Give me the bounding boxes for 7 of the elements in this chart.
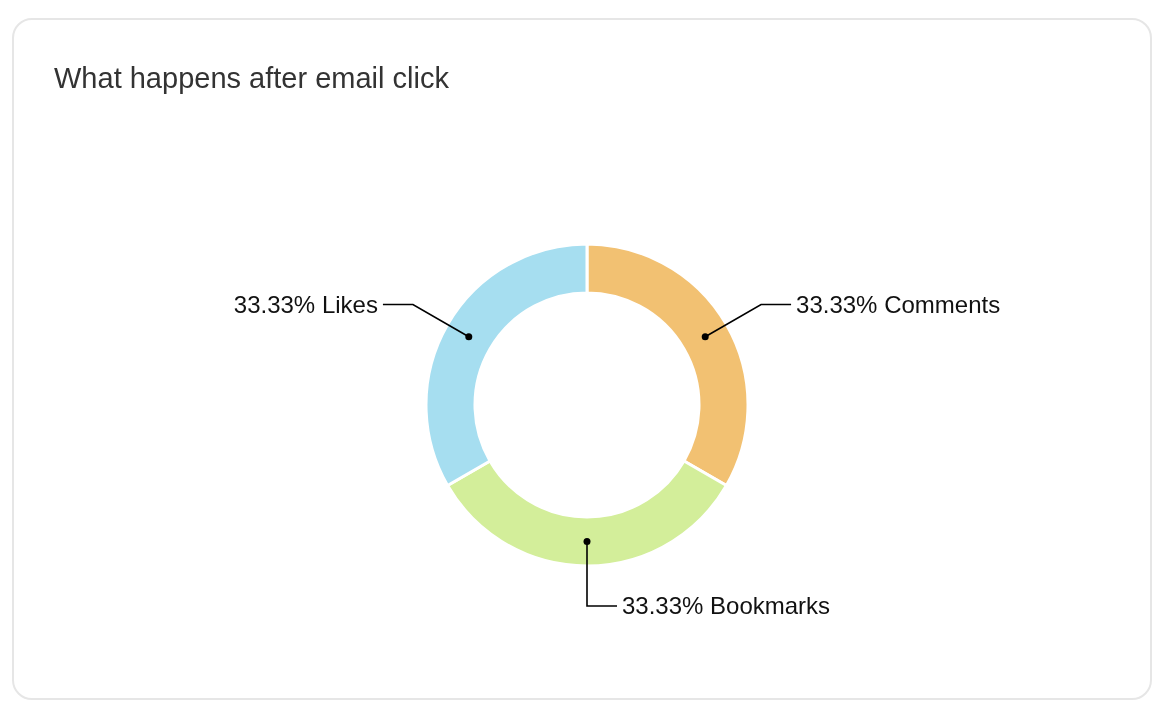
data-label: 33.33% (622, 592, 704, 620)
slice-label: Comments (884, 290, 1001, 318)
data-label: 33.33% (796, 290, 878, 318)
slice-label: Bookmarks (710, 592, 831, 620)
chart-title: What happens after email click (54, 62, 449, 95)
slice-label: Likes (321, 290, 378, 318)
data-label: 33.33% (233, 290, 316, 318)
